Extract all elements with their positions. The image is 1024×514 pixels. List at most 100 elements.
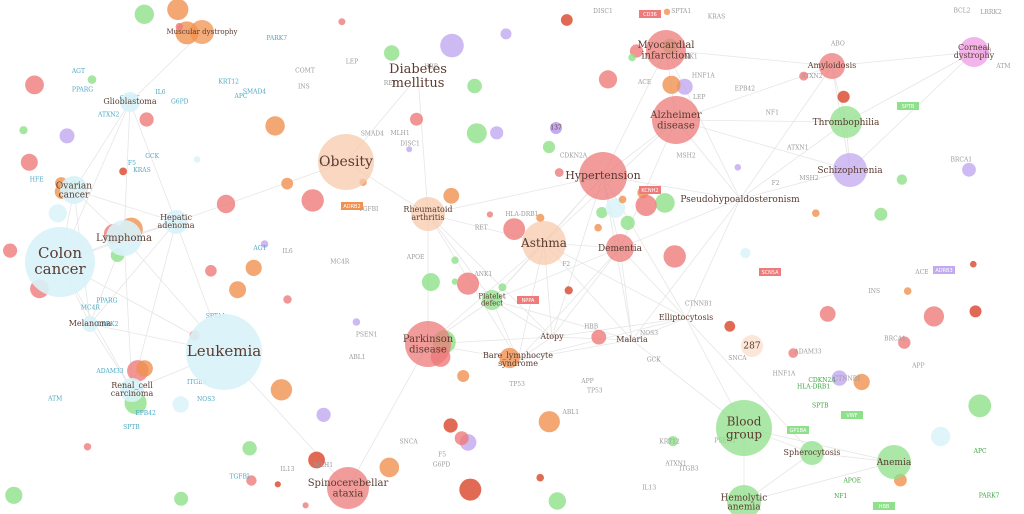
gene-node — [667, 436, 679, 447]
disease-label: Alzheimer disease — [649, 109, 702, 131]
disease-node-diabetes-mellitus[interactable]: Diabetes mellitus — [389, 62, 447, 91]
gene-node — [548, 492, 566, 510]
disease-node-leukemia[interactable]: Leukemia — [186, 314, 262, 390]
gene-label: HNF1A — [773, 370, 796, 377]
disease-label: Asthma — [520, 236, 567, 250]
disease-circle[interactable] — [959, 37, 989, 67]
disease-node-blood-group[interactable]: Blood group — [716, 400, 772, 456]
disease-circle[interactable] — [405, 321, 451, 367]
gene-label: TP53 — [509, 381, 525, 388]
disease-node-thrombophilia[interactable]: Thrombophilia — [813, 106, 880, 138]
gene-node — [59, 128, 75, 144]
gene-label: TGFBI — [359, 206, 379, 213]
gene-label: F5 — [438, 452, 446, 459]
disease-node-parkinson-disease[interactable]: Parkinson disease — [403, 321, 454, 367]
disease-node-hemolytic-anemia[interactable]: Hemolytic anemia — [721, 485, 768, 514]
gene-label: IL13 — [642, 484, 656, 491]
disease-circle[interactable] — [164, 210, 188, 234]
network-edge — [619, 247, 633, 341]
disease-circle[interactable] — [120, 92, 140, 112]
disease-node-glioblastoma[interactable]: Glioblastoma — [103, 92, 157, 112]
disease-circle[interactable] — [318, 134, 374, 190]
disease-node-corneal-dystrophy[interactable]: Corneal dystrophy — [954, 37, 995, 67]
disease-circle[interactable] — [522, 221, 566, 265]
network-edge — [665, 49, 741, 200]
disease-node-myocardial-infarction[interactable]: Myocardial infarction — [637, 30, 695, 70]
gene-node — [635, 194, 657, 216]
disease-node-obesity[interactable]: Obesity — [318, 134, 374, 190]
disease-node-malaria[interactable]: Malaria — [616, 335, 648, 344]
disease-node-schizophrenia[interactable]: Schizophrenia — [817, 153, 883, 187]
disease-node-melanoma[interactable]: Melanoma — [69, 316, 112, 332]
disease-circle[interactable] — [877, 445, 911, 479]
disease-circle[interactable] — [830, 106, 862, 138]
disease-node-anemia[interactable]: Anemia — [876, 445, 912, 479]
gene-node — [467, 78, 482, 94]
disease-circle[interactable] — [411, 197, 445, 231]
gene-node — [5, 486, 23, 504]
disease-node-amyloidosis[interactable]: Amyloidosis — [807, 53, 857, 79]
disease-label: Hepatic adenoma — [158, 213, 195, 230]
disease-label: Bare_lymphocyte syndrome — [483, 351, 553, 368]
disease-label: Myocardial infarction — [637, 39, 694, 61]
disease-node-hypertension[interactable]: Hypertension — [565, 152, 641, 200]
disease-node-rare-lymphocyte-syndrome[interactable]: Bare_lymphocyte syndrome — [483, 351, 553, 368]
disease-circle[interactable] — [579, 152, 627, 200]
gene-node — [265, 116, 285, 136]
disease-circle[interactable] — [606, 234, 634, 262]
disease-node-colon-cancer[interactable]: Colon cancer — [25, 227, 95, 297]
gene-label: F2 — [772, 180, 780, 187]
disease-node-lymphoma[interactable]: Lymphoma — [96, 220, 152, 256]
gene-node — [564, 286, 573, 295]
disease-circle[interactable] — [106, 220, 142, 256]
gene-node — [167, 0, 189, 21]
gene-label: HNF1A — [692, 73, 715, 80]
disease-node-ovarian-cancer[interactable]: Ovarian cancer — [56, 176, 92, 204]
disease-circle[interactable] — [833, 153, 867, 187]
disease-node-pseudohypoaldosteronism[interactable]: Pseudohypoaldosteronism — [680, 195, 800, 205]
disease-circle[interactable] — [482, 290, 502, 310]
disease-circle[interactable] — [327, 467, 369, 509]
disease-circle[interactable] — [190, 20, 214, 44]
disease-node-elliptocytosis[interactable]: Elliptocytosis — [659, 313, 713, 322]
gene-label: MLH1 — [391, 130, 410, 137]
network-edge — [551, 317, 687, 338]
disease-node-hepatic-adenoma[interactable]: Hepatic adenoma — [158, 210, 195, 234]
disease-nodes[interactable]: Colon cancer Leukemia Lymphoma Ovarian cancer… — [25, 20, 995, 514]
disease-node-spherocytosis[interactable]: Spherocytosis — [784, 441, 841, 465]
disease-node-muscular-dystrophy[interactable]: Muscular dystrophy — [166, 20, 238, 44]
gene-node — [406, 146, 413, 153]
gene-label: ABL1 — [562, 409, 580, 416]
gene-node — [338, 18, 346, 26]
gene-label: ATXN2 — [97, 111, 120, 118]
disease-node-asthma[interactable]: Asthma — [520, 221, 567, 265]
disease-circle[interactable] — [82, 316, 98, 332]
colored-tag-label: HBB — [879, 504, 890, 510]
disease-circle[interactable] — [60, 176, 88, 204]
disease-node-rheumatoid-arthritis[interactable]: Rheumatoid arthritis — [403, 197, 453, 231]
network-edge — [849, 51, 975, 171]
disease-node-alzheimer-disease[interactable]: Alzheimer disease — [649, 96, 702, 144]
disease-node-renal-cell-carcinoma[interactable]: Renal_cell carcinoma — [111, 378, 154, 402]
network-edge — [739, 169, 851, 200]
disease-circle[interactable] — [727, 485, 761, 514]
disease-circle[interactable] — [120, 378, 144, 402]
disease-node-platelet-defect[interactable]: Platelet defect — [478, 290, 506, 310]
gene-label: PPARG — [96, 298, 117, 305]
disease-node-spinocerebellar-ataxia[interactable]: Spinocerebellar ataxia — [308, 467, 389, 509]
disease-circle[interactable] — [25, 227, 95, 297]
disease-circle[interactable] — [646, 30, 686, 70]
gene-label: RET — [475, 224, 488, 231]
disease-node-dementia[interactable]: Dementia — [598, 234, 643, 262]
disease-circle[interactable] — [652, 96, 700, 144]
gene-node — [618, 195, 627, 204]
gene-label: DISC1 — [593, 8, 613, 15]
disease-node-atopy[interactable]: Atopy — [539, 332, 564, 341]
gene-node — [302, 502, 309, 509]
disease-circle[interactable] — [819, 53, 845, 79]
disease-circle[interactable] — [716, 400, 772, 456]
disease-circle[interactable] — [800, 441, 824, 465]
disease-label: Blood group — [726, 414, 762, 441]
disease-circle[interactable] — [186, 314, 262, 390]
